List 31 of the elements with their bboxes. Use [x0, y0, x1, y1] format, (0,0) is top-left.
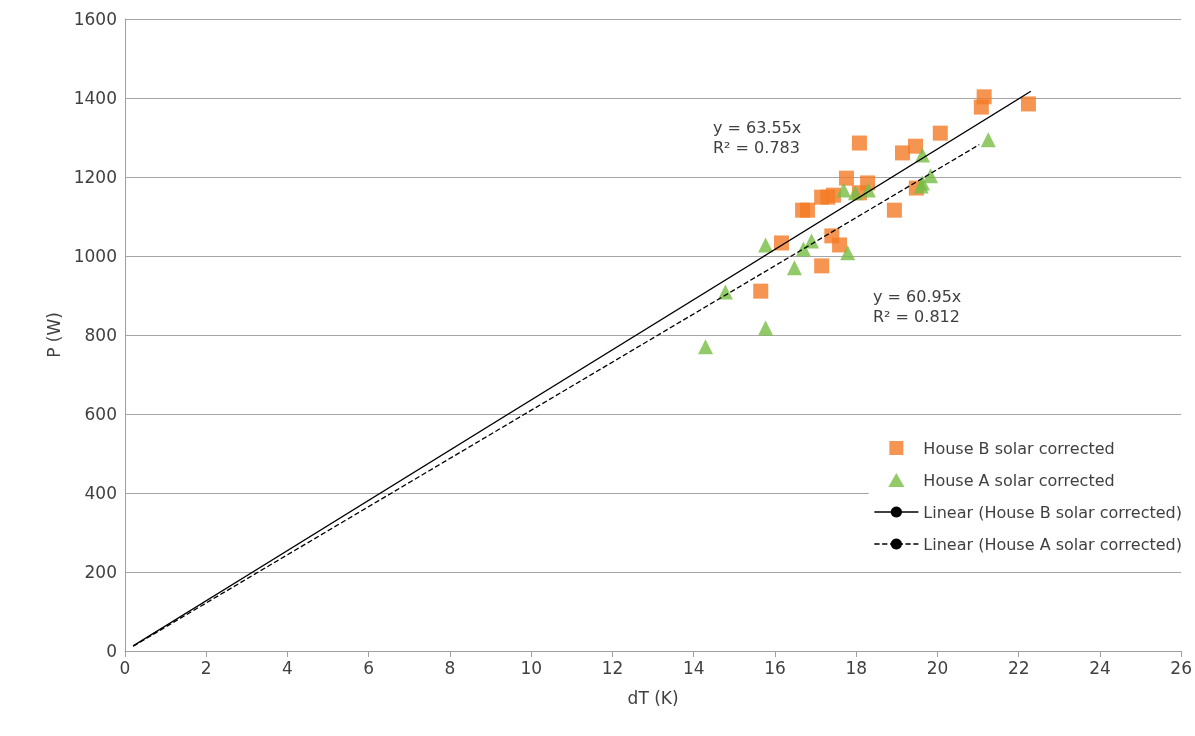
y-tick-label: 800	[84, 325, 117, 345]
x-tick-label: 16	[764, 657, 786, 678]
x-tick-label: 24	[1089, 657, 1111, 678]
x-tick-label: 12	[601, 657, 624, 678]
y-tick-label: 200	[84, 562, 117, 582]
y-tick-label: 600	[84, 404, 117, 424]
x-tick-label: 0	[119, 657, 131, 678]
y-tick-label: 1200	[73, 167, 117, 187]
y-tick-label: 400	[84, 483, 117, 503]
y-axis-title: P (W)	[44, 312, 65, 358]
x-tick-label: 2	[200, 657, 212, 678]
x-tick-label: 8	[444, 657, 456, 678]
y-tick-label: 1400	[73, 88, 117, 108]
x-tick-label: 10	[520, 657, 543, 678]
x-tick-label: 22	[1007, 657, 1030, 678]
x-tick-label: 26	[1170, 657, 1192, 678]
x-tick-label: 4	[282, 657, 293, 678]
legend-label: House A solar corrected	[923, 470, 1115, 490]
x-tick-label: 18	[845, 657, 868, 678]
legend-label: House B solar corrected	[923, 438, 1115, 458]
legend-label: Linear (House A solar corrected)	[923, 534, 1182, 554]
x-tick-label: 20	[926, 657, 949, 678]
x-tick-label: 14	[682, 657, 705, 678]
x-tick-label: 6	[363, 657, 375, 678]
x-axis-title: dT (K)	[627, 687, 679, 708]
legend-label: Linear (House B solar corrected)	[923, 502, 1183, 522]
y-tick-label: 1600	[73, 9, 117, 29]
y-tick-label: 1000	[73, 246, 117, 266]
annotation: y = 63.55x R² = 0.783	[713, 117, 802, 157]
y-tick-label: 0	[106, 641, 117, 661]
annotation: y = 60.95x R² = 0.812	[873, 286, 962, 326]
